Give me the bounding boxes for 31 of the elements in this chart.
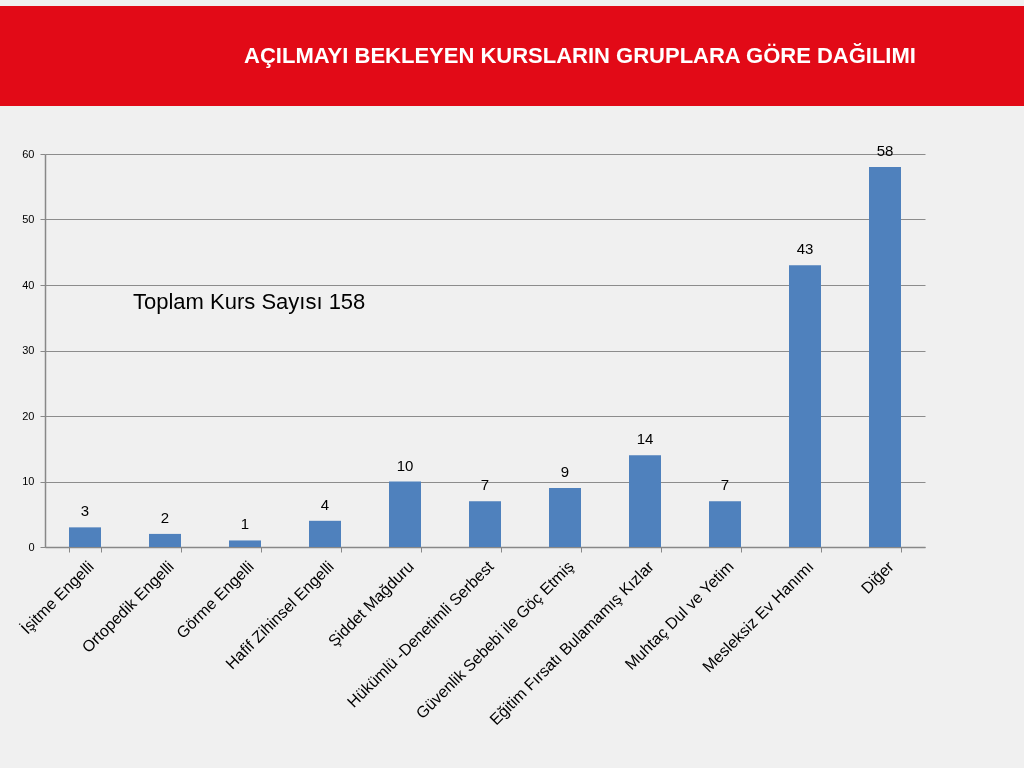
bar (629, 455, 661, 547)
data-label: 3 (80, 502, 90, 520)
bar (549, 488, 581, 547)
bar (869, 167, 901, 547)
data-label: 14 (636, 430, 654, 448)
annotation: Toplam Kurs Sayısı 158 (133, 289, 366, 314)
bar (69, 527, 101, 547)
data-label: 1 (240, 515, 250, 533)
chart-title: AÇILMAYI BEKLEYEN KURSLARIN GRUPLARA GÖRE DAĞILIMI (244, 43, 916, 68)
data-label: 2 (160, 508, 170, 526)
y-tick-label: 10 (22, 475, 35, 487)
bar (389, 481, 421, 547)
y-tick-label: 30 (22, 344, 35, 356)
y-tick-label: 60 (22, 147, 35, 160)
data-label: 4 (320, 495, 330, 513)
y-tick-label: 20 (22, 409, 35, 422)
data-label: 7 (480, 476, 490, 494)
data-label: 10 (396, 456, 414, 474)
data-label: 9 (560, 463, 570, 481)
bar (309, 520, 341, 547)
y-tick-label: 50 (22, 213, 35, 225)
bar (149, 533, 181, 547)
data-label: 58 (876, 142, 894, 160)
data-label: 7 (720, 476, 730, 494)
y-tick-label: 0 (28, 540, 35, 553)
bar (469, 501, 501, 547)
bar (789, 265, 821, 547)
bar (229, 540, 261, 547)
bar (709, 501, 741, 547)
data-label: 43 (796, 240, 814, 258)
y-tick-label: 40 (22, 278, 35, 291)
